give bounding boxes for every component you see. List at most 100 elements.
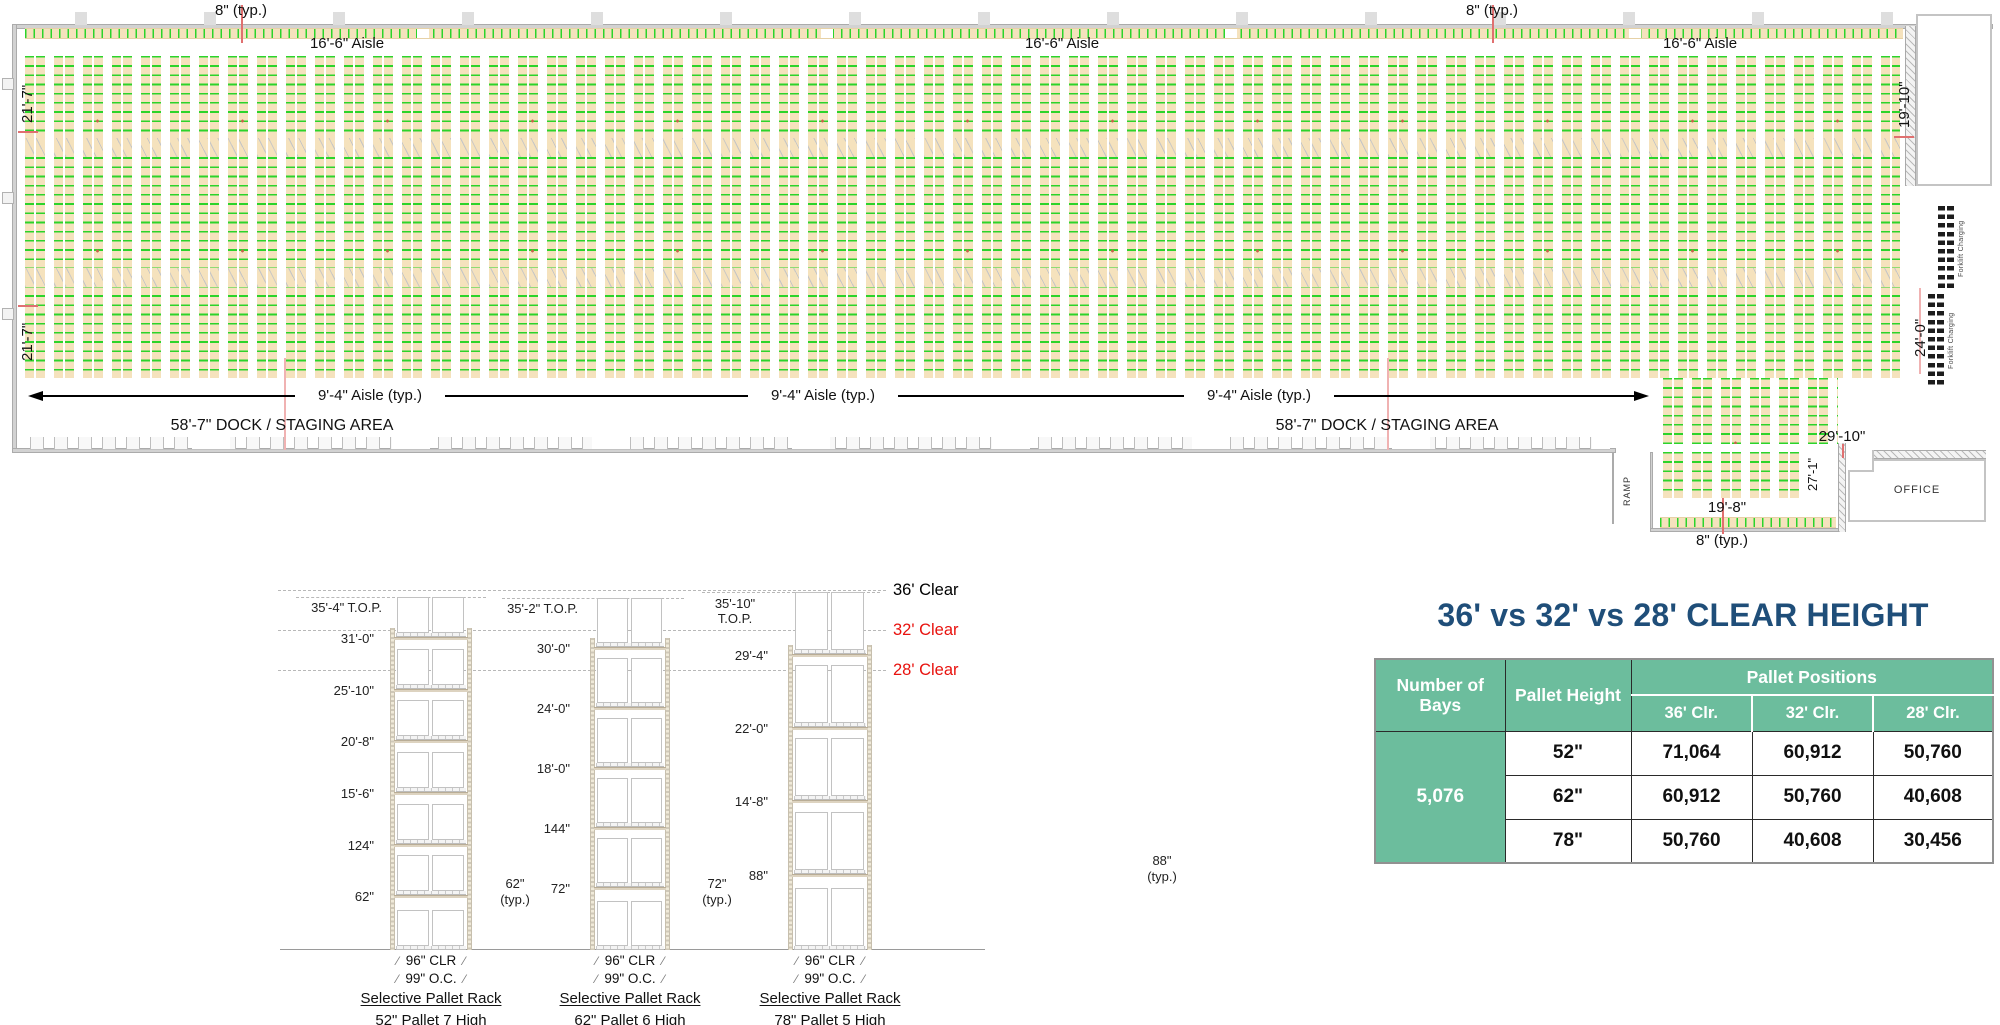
dim-refline (1842, 444, 1844, 458)
aisle-16-6-label: 16'-6" Aisle (309, 35, 385, 52)
extension-wall-bottom (1650, 528, 1846, 532)
rack1-top-label: 35'-4" T.O.P. (311, 600, 382, 615)
rack2-oc-label: 99" O.C. (515, 970, 745, 988)
rack3-type-label: Selective Pallet Rack (759, 990, 901, 1007)
rack-upright (867, 644, 872, 950)
col-header-pallet-height: Pallet Height (1504, 658, 1632, 732)
dim-refline (1919, 288, 1921, 374)
rack1-beam-typ-label: 62" (typ.) (500, 876, 530, 908)
rack-beam (394, 637, 468, 641)
dim-refline (1722, 498, 1724, 534)
pallet-deck (596, 883, 664, 888)
pallet-deck (396, 684, 466, 689)
aisle-9-4-label: 9'-4" Aisle (typ.) (748, 387, 898, 404)
hatched-wall-topright (1905, 26, 1916, 186)
column-marker (2, 308, 14, 320)
pallet-deck (596, 946, 664, 950)
pallet-load (397, 910, 429, 946)
dim-21-7-label: 21'-7" (19, 84, 36, 123)
column-marker (2, 192, 14, 204)
rack-flue-band (25, 268, 1900, 287)
pallet-deck (794, 723, 866, 728)
cell-positions: 40,608 (1872, 774, 1994, 820)
column-markers-top (75, 12, 1905, 25)
rack-beam (792, 873, 868, 877)
dim-19-10-label: 19'-10" (1896, 81, 1913, 128)
rack2-beam-typ-label: 72" (typ.) (702, 876, 732, 908)
rack-upright (390, 628, 395, 950)
cell-positions: 30,456 (1872, 818, 1994, 864)
arrow-head-left-icon (28, 391, 43, 401)
column-marker (2, 78, 14, 90)
col-header-28-clr: 28' Clr. (1872, 694, 1994, 732)
elevation-dim-label: 14'-8" (734, 794, 768, 810)
forklift-charger-bank (1938, 206, 1954, 290)
pallet-load (397, 597, 429, 634)
rack-upright (788, 644, 793, 950)
rack-flue-band (25, 138, 1900, 157)
pallet-load (795, 888, 828, 946)
rack2-top-label: 35'-2" T.O.P. (507, 601, 578, 616)
extension-wall-right (1838, 443, 1846, 532)
dim-21-7-label: 21'-7" (19, 322, 36, 361)
pallet-deck (396, 946, 466, 950)
elevation-dim-label: 15'-6" (340, 786, 374, 802)
dock-doors (30, 437, 1610, 450)
pallet-load (397, 648, 429, 685)
pallet-load (432, 597, 464, 634)
clear-28-label: 28' Clear (893, 661, 959, 679)
elevation-dim-label: 30'-0" (536, 641, 570, 657)
elevation-dim-label: 72" (550, 881, 570, 897)
pallet-deck (396, 633, 466, 638)
pallet-deck (794, 869, 866, 874)
aisle-16-6-label: 16'-6" Aisle (1024, 35, 1100, 52)
pallet-load (597, 838, 628, 884)
pallet-load (831, 665, 864, 724)
pallet-load (432, 648, 464, 685)
dim-19-8-label: 19'-8" (1707, 499, 1747, 516)
elevation-dim-label: 20'-8" (340, 734, 374, 750)
col-header-36-clr: 36' Clr. (1630, 694, 1753, 732)
elevation-dim-label: 31'-0" (340, 631, 374, 647)
pallet-deck (596, 763, 664, 768)
rack3-footer: 96" CLR 99" O.C. Selective Pallet Rack 7… (715, 952, 945, 1025)
col-header-pallet-positions: Pallet Positions (1630, 658, 1994, 696)
elevation-dim-label: 144" (543, 821, 570, 837)
ramp-label: RAMP (1622, 475, 1632, 506)
rack-field-right-extension (1663, 378, 1838, 444)
cell-positions: 60,912 (1630, 774, 1753, 820)
pallet-load (631, 838, 662, 884)
pallet-load (397, 803, 429, 840)
rack3-clr-label: 96" CLR (715, 952, 945, 970)
cell-positions: 71,064 (1630, 730, 1753, 776)
cell-pallet-height: 62" (1504, 774, 1632, 820)
aisle-9-4-label: 9'-4" Aisle (typ.) (295, 387, 445, 404)
cell-positions: 50,760 (1872, 730, 1994, 776)
pallet-load (397, 855, 429, 892)
rack3-top-label: 35'-10" T.O.P. (714, 596, 756, 626)
rack-field-main (25, 56, 1900, 378)
rack1-clr-label: 96" CLR (316, 952, 546, 970)
pallet-deck (794, 946, 866, 950)
topright-recess-room (1916, 14, 1992, 186)
pallet-load (597, 778, 628, 824)
dock-staging-label: 58'-7" DOCK / STAGING AREA (1275, 417, 1499, 434)
dim-refline (284, 358, 286, 450)
cell-positions: 40,608 (1751, 818, 1874, 864)
table-row: 62" 60,912 50,760 40,608 (1375, 774, 1994, 820)
clear-32-label: 32' Clear (893, 621, 959, 639)
elevation-dim-label: 18'-0" (536, 761, 570, 777)
ramp-wall-right (1650, 452, 1653, 531)
clear-line-36 (278, 590, 886, 591)
cell-positions: 50,760 (1630, 818, 1753, 864)
col-header-32-clr: 32' Clr. (1751, 694, 1874, 732)
elevation-dim-label: 25'-10" (333, 682, 374, 698)
pallet-deck (596, 823, 664, 828)
elevation-dim-label: 24'-0" (536, 701, 570, 717)
elevation-dim-label: 29'-4" (734, 647, 768, 663)
rack1-type-label: Selective Pallet Rack (360, 990, 502, 1007)
pallet-deck (396, 736, 466, 741)
pallet-deck (396, 788, 466, 793)
pallet-load (631, 598, 662, 644)
